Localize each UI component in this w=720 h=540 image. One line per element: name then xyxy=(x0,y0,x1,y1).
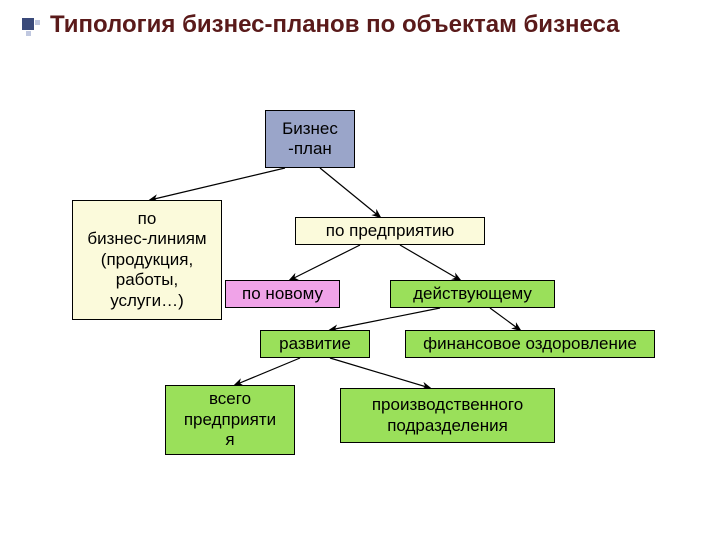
edge xyxy=(330,308,440,330)
node-root: Бизнес-план xyxy=(265,110,355,168)
edge xyxy=(235,358,300,385)
slide-bullet-icon xyxy=(22,18,38,34)
edge xyxy=(290,245,360,280)
node-ent: по предприятию xyxy=(295,217,485,245)
edge xyxy=(400,245,460,280)
node-dev: развитие xyxy=(260,330,370,358)
node-exist: действующему xyxy=(390,280,555,308)
node-unit: производственногоподразделения xyxy=(340,388,555,443)
edge xyxy=(320,168,380,217)
node-new: по новому xyxy=(225,280,340,308)
node-fin: финансовое оздоровление xyxy=(405,330,655,358)
edge xyxy=(330,358,430,388)
edge xyxy=(150,168,285,200)
slide-title: Типология бизнес-планов по объектам бизн… xyxy=(50,10,690,40)
edge xyxy=(490,308,520,330)
node-whole: всегопредприятия xyxy=(165,385,295,455)
node-lines: побизнес-линиям(продукция,работы,услуги…… xyxy=(72,200,222,320)
